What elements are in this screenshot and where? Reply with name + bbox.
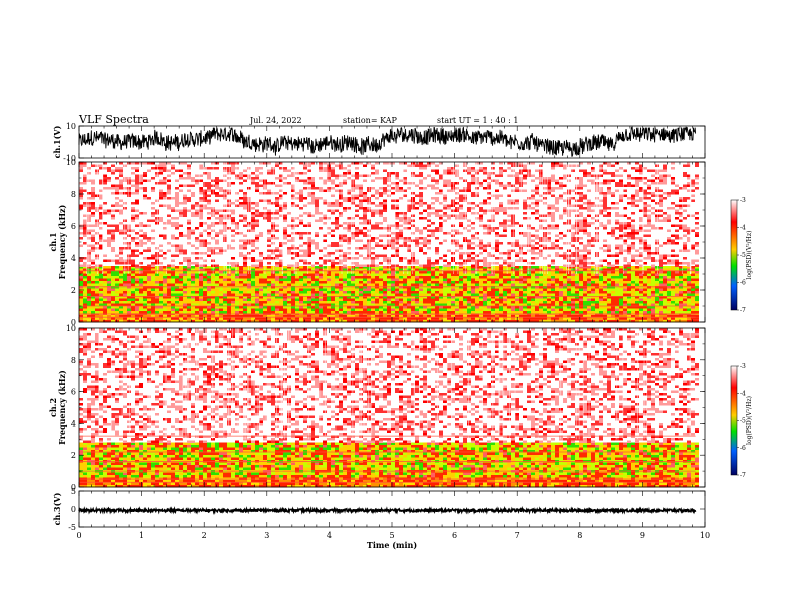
time-tick-label: 6 <box>452 531 457 540</box>
ch1-spectrogram-ylabel: Frequency (kHz) <box>57 204 67 279</box>
ch1-spectrogram-ytick-label: 6 <box>71 222 76 231</box>
ch1-spectrogram-ytick-label: 10 <box>66 158 76 167</box>
ch2-spectrogram-ytick-label: 2 <box>71 451 76 460</box>
ch2-colorbar: -3 -4 -5 -6 -7 log(PSD)(V²/Hz) <box>730 363 753 479</box>
time-tick-label: 3 <box>264 531 269 540</box>
ch2-colorbar-tick-label: -4 <box>740 390 746 397</box>
ch3-waveform-ytick-label: 5 <box>71 487 76 496</box>
ch1-colorbar: -3 -4 -5 -6 -7 log(PSD)(V²/Hz) <box>730 197 753 314</box>
figure-start-time: start UT = 1 : 40 : 1 <box>437 116 518 125</box>
ch2-colorbar-gradient <box>730 365 738 476</box>
ch2-spectrogram-ytick-label: 0 <box>71 483 76 492</box>
ch3-waveform-ytick-label: -5 <box>68 523 76 532</box>
ch1-spectrogram-ytick-label: 2 <box>71 286 76 295</box>
ch2-spectrogram-ytick-label: 8 <box>71 356 76 365</box>
ch2-colorbar-tick-label: -7 <box>740 472 746 479</box>
time-axis-label: Time (min) <box>367 540 417 550</box>
ch1-waveform-ylabel: ch.1(V) <box>52 125 62 158</box>
ch1-waveform-trace <box>78 125 697 157</box>
time-tick-label: 10 <box>700 531 710 540</box>
ch1-spectrogram-ytick-label: 8 <box>71 190 76 199</box>
ch2-spectrogram-panel: 0 2 4 6 8 10 ch.2 Frequency (kHz) <box>48 324 706 492</box>
ch2-colorbar-tick-label: -6 <box>740 445 746 452</box>
ch2-colorbar-tick-label: -5 <box>740 418 746 425</box>
ch1-waveform-frame <box>78 125 706 159</box>
time-tick-label: 8 <box>577 531 582 540</box>
time-tick-label: 4 <box>327 531 332 540</box>
time-tick-label: 0 <box>76 531 81 540</box>
figure-title: VLF Spectra <box>78 113 149 126</box>
ch3-waveform-ylabel: ch.3(V) <box>52 492 62 525</box>
ch1-spectrogram-ylabel: ch.1 <box>48 232 58 251</box>
ch2-spectrogram-ylabel: Frequency (kHz) <box>57 370 67 445</box>
ch1-waveform-ytick-label: 10 <box>66 122 76 131</box>
time-tick-label: 5 <box>389 531 394 540</box>
ch2-spectrogram-ytick-label: 10 <box>66 324 76 333</box>
figure-date: Jul. 24, 2022 <box>249 116 302 125</box>
ch1-colorbar-tick-label: -5 <box>740 252 746 259</box>
ch2-colorbar-tick-label: -3 <box>740 363 746 370</box>
ch2-colorbar-label: log(PSD)(V²/Hz) <box>746 396 753 445</box>
ch1-colorbar-tick-label: -6 <box>740 280 746 287</box>
time-tick-label: 7 <box>515 531 520 540</box>
ch3-waveform-panel: 5 0 -5 ch.3(V) <box>52 487 706 532</box>
ch3-waveform-frame <box>78 490 706 528</box>
ch1-spectrogram-ytick-label: 4 <box>71 254 76 263</box>
ch3-waveform-trace <box>78 505 697 515</box>
time-tick-label: 9 <box>640 531 645 540</box>
ch1-colorbar-tick-label: -3 <box>740 197 746 204</box>
ch1-colorbar-tick-label: -7 <box>740 307 746 314</box>
ch2-spectrogram-cells <box>79 328 699 488</box>
time-tick-label: 1 <box>139 531 144 540</box>
ch1-waveform-ytick-label: -10 <box>63 154 76 163</box>
ch3-waveform-ytick-label: 0 <box>71 505 76 514</box>
ch1-colorbar-gradient <box>730 199 738 311</box>
ch2-spectrogram-ytick-label: 4 <box>71 419 76 428</box>
ch1-spectrogram-cells <box>78 162 699 323</box>
ch1-spectrogram-frame <box>78 161 706 323</box>
ch1-spectrogram-ytick-label: 0 <box>71 318 76 327</box>
ch2-spectrogram-frame <box>78 327 706 488</box>
ch2-spectrogram-ylabel: ch.2 <box>48 398 58 417</box>
ch2-spectrogram-ytick-label: 6 <box>71 388 76 397</box>
time-tick-label: 2 <box>202 531 207 540</box>
figure-station: station= KAP <box>343 116 398 125</box>
ch1-colorbar-tick-label: -4 <box>740 225 746 232</box>
ch1-spectrogram-panel: 0 2 4 6 8 10 ch.1 Frequency (kHz) <box>48 158 706 327</box>
time-axis: 0 1 2 3 4 5 6 7 8 9 10 Time (min) <box>76 531 710 550</box>
ch1-colorbar-label: log(PSD)(V²/Hz) <box>746 231 753 280</box>
